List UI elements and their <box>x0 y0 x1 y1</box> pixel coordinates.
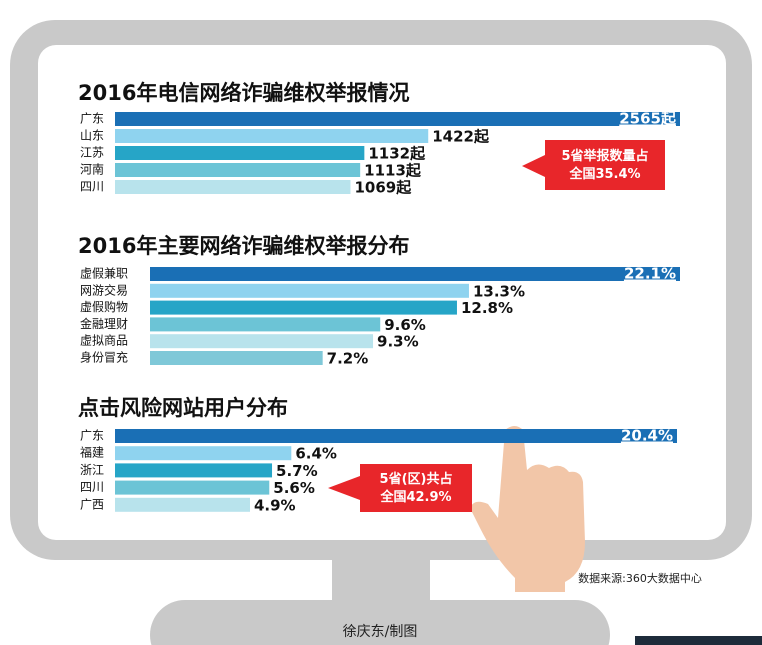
value-label: 1132起 <box>368 145 426 163</box>
value-label: 2565起 <box>619 110 677 128</box>
chart-title: 2016年主要网络诈骗维权举报分布 <box>78 234 409 258</box>
bar <box>115 146 365 160</box>
category-label: 福建 <box>80 445 104 460</box>
annotation: 5省举报数量占全国35.4% <box>561 148 648 182</box>
value-label: 13.3% <box>473 282 525 300</box>
category-label: 金融理财 <box>80 316 128 331</box>
monitor-base <box>150 600 610 645</box>
category-label: 身份冒充 <box>80 350 128 365</box>
bar <box>115 497 250 512</box>
bar <box>115 429 677 443</box>
callout-pointer <box>522 155 545 177</box>
value-label: 7.2% <box>327 350 369 368</box>
value-label: 5.7% <box>276 462 318 480</box>
credit: 徐庆东/制图 <box>343 624 418 640</box>
category-label: 浙江 <box>80 463 104 477</box>
category-label: 山东 <box>80 129 104 143</box>
bar <box>115 163 361 177</box>
hand <box>470 426 585 592</box>
value-label: 9.6% <box>384 316 426 334</box>
bar <box>150 283 469 298</box>
annotation: 5省(区)共占全国42.9% <box>379 471 452 505</box>
bar <box>115 112 680 126</box>
category-label: 虚假兼职 <box>80 267 128 281</box>
value-label: 1422起 <box>432 128 490 146</box>
category-label: 网游交易 <box>80 282 128 297</box>
value-label: 9.3% <box>377 333 419 351</box>
category-label: 四川 <box>80 180 104 194</box>
value-label: 22.1% <box>624 265 676 283</box>
category-label: 虚拟商品 <box>80 333 128 348</box>
monitor-neck <box>332 560 430 602</box>
bar <box>150 334 374 349</box>
category-label: 广东 <box>80 112 104 126</box>
bar <box>115 446 292 461</box>
category-label: 四川 <box>80 480 104 494</box>
value-label: 20.4% <box>621 427 673 445</box>
bar <box>150 267 680 281</box>
callout-pointer <box>328 476 360 500</box>
corner-bar <box>635 636 762 645</box>
bar <box>115 480 270 495</box>
category-label: 广东 <box>80 429 104 443</box>
value-label: 6.4% <box>295 445 337 463</box>
bar <box>115 180 351 194</box>
callout-box <box>545 140 665 190</box>
value-label: 12.8% <box>461 299 513 317</box>
chart-title: 2016年电信网络诈骗维权举报情况 <box>78 81 409 105</box>
chart-title: 点击风险网站用户分布 <box>78 396 288 420</box>
value-label: 5.6% <box>273 479 315 497</box>
category-label: 河南 <box>80 162 104 177</box>
category-label: 虚假购物 <box>80 299 128 314</box>
bar <box>150 317 381 332</box>
value-label: 1113起 <box>364 162 422 180</box>
callout-box <box>360 464 472 512</box>
value-label: 4.9% <box>254 496 296 514</box>
bar <box>150 351 323 365</box>
bar <box>115 129 429 143</box>
bar <box>150 300 457 315</box>
category-label: 广西 <box>80 497 104 511</box>
source: 数据来源:360大数据中心 <box>578 571 702 585</box>
category-label: 江苏 <box>80 146 104 160</box>
bar <box>115 463 273 478</box>
value-label: 1069起 <box>354 179 412 197</box>
